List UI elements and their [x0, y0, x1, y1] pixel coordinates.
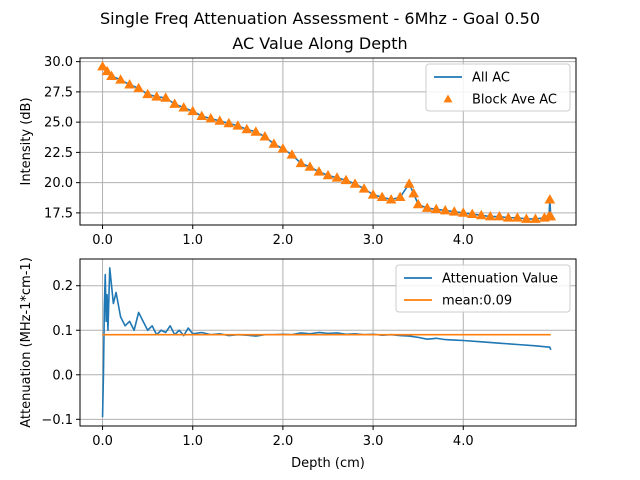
series-block-ave-ac-point — [457, 207, 469, 217]
series-block-ave-ac-point — [115, 74, 126, 84]
axes-frame — [79, 57, 577, 226]
series-block-ave-ac-point — [295, 157, 307, 168]
x-tick-label: 4.0 — [453, 233, 474, 248]
legend-label: Attenuation Value — [442, 272, 558, 287]
series-block-ave-ac-point — [286, 149, 298, 159]
series-block-ave-ac-point — [394, 191, 406, 202]
series-block-ave-ac-point — [304, 161, 316, 171]
series-block-ave-ac-point — [385, 194, 397, 204]
legend-box — [425, 63, 571, 112]
y-tick-label: 0.0 — [52, 368, 73, 383]
series-block-ave-ac-point — [196, 110, 208, 120]
series-block-ave-ac-point — [530, 213, 541, 223]
series-block-ave-ac-point — [358, 183, 370, 193]
series-block-ave-ac-point — [412, 198, 424, 209]
series-block-ave-ac-point — [403, 178, 415, 188]
x-tick-label: 1.0 — [182, 233, 203, 248]
legend-label: All AC — [472, 71, 510, 86]
series-block-ave-ac-point — [448, 206, 460, 216]
y-tick-label: 27.5 — [44, 85, 73, 100]
series-block-ave-ac-point — [544, 194, 556, 204]
y-tick-label: 20.0 — [44, 176, 73, 191]
series-block-ave-ac-point — [421, 202, 433, 212]
series-block-ave-ac-point — [484, 211, 496, 221]
series-block-ave-ac-point — [277, 143, 289, 153]
series-block-ave-ac-point — [223, 117, 235, 128]
plot-area — [101, 267, 552, 418]
x-tick-label: 3.0 — [363, 434, 384, 449]
x-axis-label: Depth (cm) — [291, 456, 365, 471]
figure-title-line2: AC Value Along Depth — [232, 34, 407, 53]
series-block-ave-ac-point — [503, 212, 514, 222]
legend-box — [395, 264, 571, 313]
y-axis-label: Attenuation (MHz-1*cm-1) — [19, 257, 34, 428]
series-block-ave-ac-point — [259, 131, 271, 141]
series-block-ave-ac-point — [205, 112, 217, 123]
legend-label: mean:0.09 — [442, 294, 512, 309]
y-axis-label: Intensity (dB) — [19, 97, 34, 185]
series-block-ave-ac-point — [178, 102, 190, 112]
y-tick-label: 0.2 — [52, 279, 73, 294]
y-tick-label: 30.0 — [44, 55, 73, 70]
legend: Attenuation Value mean:0.09 — [395, 264, 571, 313]
series-block-ave-ac-point — [214, 115, 226, 125]
series-block-ave-ac-point — [349, 178, 361, 188]
x-tick-label: 0.0 — [92, 233, 113, 248]
series-block-ave-ac-point — [430, 203, 442, 214]
series-block-ave-ac-point — [133, 82, 144, 93]
series-block-ave-ac-point — [124, 79, 135, 89]
series-block-ave-ac-point — [439, 204, 451, 215]
series-block-ave-ac-point — [232, 120, 244, 130]
series-block-ave-ac-point — [106, 70, 117, 81]
figure-title-line1: Single Freq Attenuation Assessment - 6Mh… — [100, 9, 540, 28]
series-block-ave-ac-point — [493, 211, 505, 221]
x-tick-label: 1.0 — [182, 434, 203, 449]
series-block-ave-ac-point — [250, 126, 262, 136]
series-block-ave-ac-point — [545, 211, 557, 221]
series-block-ave-ac-point — [160, 92, 172, 102]
x-tick-label: 2.0 — [273, 434, 294, 449]
y-tick-label: 0.1 — [52, 324, 73, 339]
series-block-ave-ac-point — [475, 209, 487, 220]
legend-label: Block Ave AC — [472, 93, 557, 108]
x-tick-label: 2.0 — [273, 233, 294, 248]
series-block-ave-ac-point — [340, 174, 352, 185]
y-tick-label: 17.5 — [44, 206, 73, 221]
series-block-ave-ac-point — [331, 172, 343, 182]
legend-marker — [443, 94, 453, 103]
top-panel: 0.0 1.0 2.0 3.0 4.0 17.5 20.0 22.5 25.0 27.5 30.0 I… — [19, 55, 577, 248]
x-tick-label: 0.0 — [92, 434, 113, 449]
y-tick-label: 25.0 — [44, 116, 73, 131]
axes-frame — [79, 258, 577, 427]
bottom-panel: 0.0 1.0 2.0 3.0 4.0 −0.1 0.0 0.1 0.2 Attenuation … — [19, 257, 577, 471]
series-block-ave-ac-point — [101, 65, 113, 76]
series-block-ave-ac-point — [241, 123, 253, 134]
series-block-ave-ac-point — [169, 98, 181, 108]
series-block-ave-ac-point — [408, 188, 420, 198]
y-tick-label: −0.1 — [41, 413, 73, 428]
series-block-ave-ac-point — [268, 138, 280, 148]
series-block-ave-ac-point — [187, 105, 199, 116]
series-block-ave-ac-point — [367, 189, 379, 199]
series-block-ave-ac-point — [376, 191, 388, 202]
series-block-ave-ac-point — [151, 91, 163, 101]
x-tick-label: 3.0 — [363, 233, 384, 248]
plot-area — [97, 60, 557, 223]
x-tick-label: 4.0 — [453, 434, 474, 449]
y-tick-label: 22.5 — [44, 146, 73, 161]
series-block-ave-ac-point — [466, 208, 478, 218]
legend: All AC Block Ave AC — [425, 63, 571, 112]
series-block-ave-ac-point — [97, 60, 108, 71]
series-block-ave-ac-point — [521, 213, 532, 223]
series-block-ave-ac-point — [142, 88, 153, 99]
series-block-ave-ac-point — [322, 169, 334, 180]
series-block-ave-ac-point — [512, 212, 523, 222]
series-block-ave-ac-point — [313, 166, 325, 176]
